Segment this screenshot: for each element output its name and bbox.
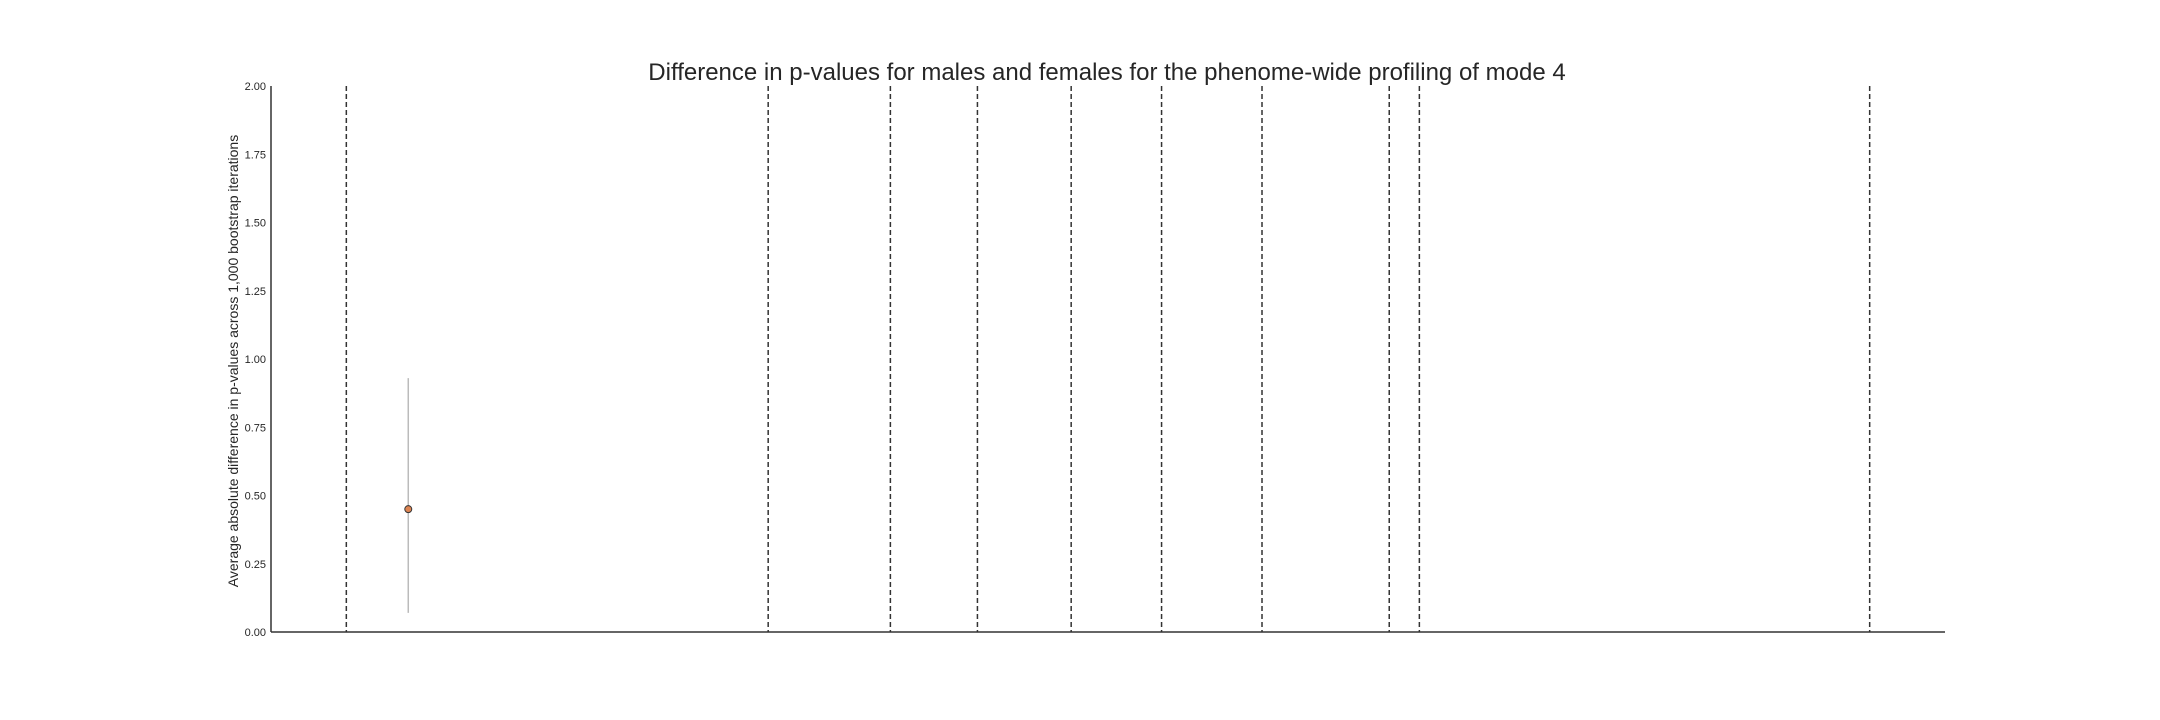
data-point-0 — [404, 505, 413, 514]
y-tick-label: 1.00 — [245, 354, 266, 366]
y-axis-label: Average absolute difference in p-values … — [225, 135, 241, 587]
y-tick-label: 0.25 — [245, 559, 266, 571]
y-axis-ticks: 0.00 0.25 0.50 0.75 1.00 1.25 1.50 1.75 2.00 — [245, 81, 266, 639]
chart-title: Difference in p-values for males and fem… — [648, 59, 1565, 86]
y-tick-label: 0.50 — [245, 491, 266, 503]
group-separators — [345, 86, 1871, 632]
y-tick-label: 1.75 — [245, 149, 266, 161]
y-tick-label: 2.00 — [245, 81, 266, 93]
y-tick-label: 1.50 — [245, 218, 266, 230]
y-tick-label: 0.00 — [245, 627, 266, 639]
y-tick-label: 1.25 — [245, 286, 266, 298]
data-points — [404, 378, 413, 613]
y-tick-label: 0.75 — [245, 422, 266, 434]
